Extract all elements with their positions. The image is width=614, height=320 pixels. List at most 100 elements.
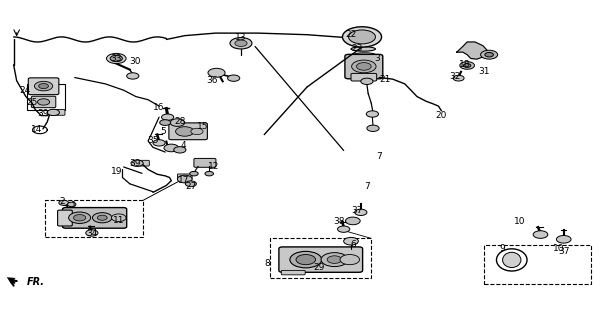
Circle shape xyxy=(74,215,86,221)
Text: 19: 19 xyxy=(111,167,122,176)
FancyBboxPatch shape xyxy=(169,123,208,140)
Text: 38: 38 xyxy=(333,217,344,226)
Text: 39: 39 xyxy=(37,108,49,117)
Text: 37: 37 xyxy=(558,247,569,257)
Text: 25: 25 xyxy=(26,98,37,107)
Bar xyxy=(270,238,371,278)
Text: 12: 12 xyxy=(208,162,220,171)
Circle shape xyxy=(481,50,498,59)
Text: 36: 36 xyxy=(206,76,218,85)
Text: 16: 16 xyxy=(154,103,165,112)
Text: 4: 4 xyxy=(181,141,186,150)
Circle shape xyxy=(338,226,350,232)
Circle shape xyxy=(98,215,107,220)
Text: 7: 7 xyxy=(376,152,382,161)
Circle shape xyxy=(235,40,247,46)
Ellipse shape xyxy=(354,53,375,57)
Circle shape xyxy=(177,175,192,183)
FancyBboxPatch shape xyxy=(31,96,56,108)
FancyBboxPatch shape xyxy=(58,210,72,226)
FancyBboxPatch shape xyxy=(134,160,149,166)
Text: 24: 24 xyxy=(19,86,30,95)
Circle shape xyxy=(161,114,174,120)
Text: 23: 23 xyxy=(351,44,363,53)
Text: 22: 22 xyxy=(346,30,357,39)
Circle shape xyxy=(464,64,471,68)
FancyBboxPatch shape xyxy=(28,78,59,95)
Text: 21: 21 xyxy=(379,75,391,84)
Circle shape xyxy=(296,254,316,265)
Circle shape xyxy=(340,254,360,265)
Circle shape xyxy=(160,120,171,125)
Text: 32: 32 xyxy=(449,72,460,81)
Bar xyxy=(27,84,65,110)
Circle shape xyxy=(59,200,69,205)
Text: 39: 39 xyxy=(129,159,141,168)
Bar xyxy=(45,200,143,237)
Circle shape xyxy=(346,217,360,225)
Circle shape xyxy=(485,52,494,57)
Circle shape xyxy=(110,55,122,62)
Circle shape xyxy=(321,252,348,267)
Circle shape xyxy=(111,214,126,221)
Text: 13: 13 xyxy=(235,33,247,42)
Circle shape xyxy=(230,37,252,49)
Text: 29: 29 xyxy=(314,263,325,272)
Circle shape xyxy=(343,27,381,47)
Text: 7: 7 xyxy=(364,182,370,191)
FancyBboxPatch shape xyxy=(194,158,216,167)
Text: 34: 34 xyxy=(86,229,98,238)
FancyBboxPatch shape xyxy=(281,270,305,275)
Text: 15: 15 xyxy=(197,122,209,131)
Text: 37: 37 xyxy=(351,206,363,215)
Circle shape xyxy=(68,202,76,207)
Circle shape xyxy=(460,62,475,69)
Circle shape xyxy=(153,140,165,146)
Bar xyxy=(484,245,591,284)
Circle shape xyxy=(352,60,376,73)
FancyBboxPatch shape xyxy=(63,208,126,228)
Text: 18: 18 xyxy=(459,60,470,69)
FancyBboxPatch shape xyxy=(177,174,192,180)
Circle shape xyxy=(344,237,359,245)
Text: 17: 17 xyxy=(178,176,189,185)
Text: 8: 8 xyxy=(265,259,270,268)
Circle shape xyxy=(533,231,548,238)
Circle shape xyxy=(164,144,179,152)
Circle shape xyxy=(126,73,139,79)
Circle shape xyxy=(176,127,194,136)
Circle shape xyxy=(205,172,214,176)
Circle shape xyxy=(453,75,464,81)
Circle shape xyxy=(37,99,50,105)
Text: 10: 10 xyxy=(514,217,526,226)
Text: 28: 28 xyxy=(174,117,185,126)
Ellipse shape xyxy=(351,47,375,51)
FancyBboxPatch shape xyxy=(50,109,65,115)
Circle shape xyxy=(208,68,225,77)
Circle shape xyxy=(69,212,91,223)
Circle shape xyxy=(131,160,143,166)
Text: 3: 3 xyxy=(375,54,380,63)
Circle shape xyxy=(93,213,112,223)
Text: 35: 35 xyxy=(147,136,159,145)
Circle shape xyxy=(290,252,322,268)
Text: 2: 2 xyxy=(60,197,65,206)
Text: 31: 31 xyxy=(478,67,490,76)
Circle shape xyxy=(86,230,98,236)
Text: 5: 5 xyxy=(160,127,166,136)
Circle shape xyxy=(327,256,342,263)
FancyBboxPatch shape xyxy=(345,54,383,79)
Circle shape xyxy=(34,81,53,91)
Circle shape xyxy=(361,78,373,84)
Text: 10: 10 xyxy=(553,244,565,253)
Text: 11: 11 xyxy=(113,216,125,225)
FancyBboxPatch shape xyxy=(351,73,376,81)
Text: 20: 20 xyxy=(436,111,447,120)
Circle shape xyxy=(556,236,571,243)
FancyBboxPatch shape xyxy=(279,247,363,272)
Circle shape xyxy=(106,53,126,64)
Circle shape xyxy=(367,111,378,117)
Ellipse shape xyxy=(503,252,521,268)
Circle shape xyxy=(47,109,60,116)
Text: 30: 30 xyxy=(129,57,141,66)
